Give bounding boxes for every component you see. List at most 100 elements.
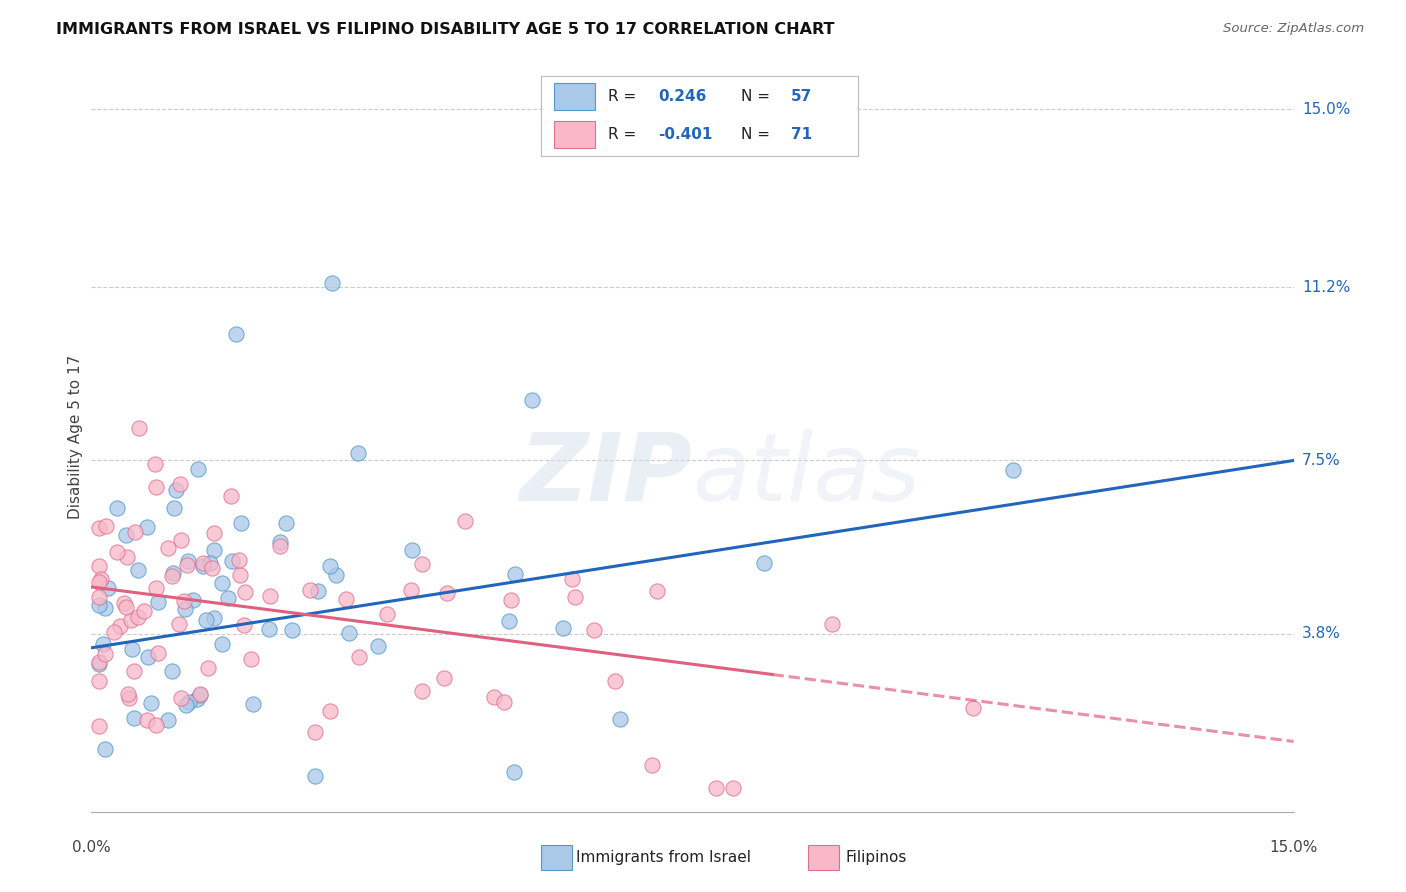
Point [93, 647, 115, 661]
Text: N =: N = [741, 127, 775, 142]
Point [96, 519, 118, 533]
Point [124, 525, 146, 540]
Point [754, 556, 776, 570]
Text: IMMIGRANTS FROM ISRAEL VS FILIPINO DISABILITY AGE 5 TO 17 CORRELATION CHART: IMMIGRANTS FROM ISRAEL VS FILIPINO DISAB… [56, 22, 835, 37]
Text: Immigrants from Israel: Immigrants from Israel [576, 850, 751, 864]
Point [89, 655, 111, 669]
Point [304, 725, 326, 739]
Point [399, 582, 422, 597]
Point [553, 621, 575, 635]
Point [603, 674, 626, 689]
Point [89, 674, 111, 689]
Point [335, 592, 357, 607]
Point [564, 591, 586, 605]
Point [145, 581, 167, 595]
Point [188, 687, 211, 701]
Point [319, 704, 342, 718]
Text: 57: 57 [792, 89, 813, 104]
Point [202, 542, 225, 557]
Point [276, 516, 298, 530]
Point [347, 650, 370, 665]
Point [304, 769, 326, 783]
Point [367, 639, 389, 653]
Point [721, 781, 744, 796]
Text: Filipinos: Filipinos [845, 850, 907, 864]
Point [325, 568, 347, 582]
Point [105, 545, 128, 559]
Point [259, 589, 281, 603]
Point [160, 664, 183, 678]
Point [134, 604, 156, 618]
Point [145, 480, 167, 494]
Text: 3.8%: 3.8% [1302, 626, 1341, 641]
Point [187, 461, 209, 475]
Point [170, 690, 193, 705]
Point [503, 566, 526, 581]
Bar [554, 120, 595, 148]
Point [143, 457, 166, 471]
Point [169, 476, 191, 491]
Point [561, 572, 583, 586]
Point [231, 516, 253, 530]
Point [89, 598, 111, 612]
Point [94, 601, 117, 615]
Point [162, 500, 184, 515]
Point [211, 575, 233, 590]
Point [202, 610, 225, 624]
Point [186, 692, 208, 706]
Point [401, 542, 423, 557]
Point [135, 713, 157, 727]
Text: 0.246: 0.246 [658, 89, 707, 104]
Point [165, 483, 187, 497]
Point [197, 661, 219, 675]
Point [181, 593, 204, 607]
Point [242, 697, 264, 711]
Text: Source: ZipAtlas.com: Source: ZipAtlas.com [1223, 22, 1364, 36]
Point [299, 583, 322, 598]
Point [122, 711, 145, 725]
Text: 11.2%: 11.2% [1302, 280, 1350, 294]
Point [90, 572, 112, 586]
Point [117, 687, 139, 701]
Point [110, 619, 132, 633]
Point [89, 591, 111, 605]
Point [494, 695, 516, 709]
Point [117, 690, 139, 705]
Text: 0.0%: 0.0% [72, 840, 111, 855]
Text: 71: 71 [792, 127, 813, 142]
Point [454, 514, 477, 528]
Point [93, 742, 115, 756]
Point [162, 566, 184, 581]
Point [411, 683, 433, 698]
Point [436, 586, 458, 600]
Point [503, 765, 526, 780]
Point [89, 657, 111, 671]
Text: R =: R = [607, 127, 641, 142]
Point [498, 615, 520, 629]
Text: ZIP: ZIP [520, 428, 692, 521]
Y-axis label: Disability Age 5 to 17: Disability Age 5 to 17 [67, 355, 83, 519]
Point [221, 554, 243, 568]
Point [160, 569, 183, 583]
Point [170, 533, 193, 548]
Point [167, 616, 190, 631]
Point [188, 688, 211, 702]
Point [200, 557, 222, 571]
Point [269, 539, 291, 553]
Point [112, 597, 135, 611]
Point [121, 642, 143, 657]
Point [232, 617, 254, 632]
Text: atlas: atlas [692, 429, 921, 520]
Point [229, 567, 252, 582]
Point [202, 526, 225, 541]
Point [962, 700, 984, 714]
Point [191, 559, 214, 574]
Text: 15.0%: 15.0% [1270, 840, 1317, 855]
Point [257, 622, 280, 636]
Text: 15.0%: 15.0% [1302, 102, 1350, 117]
Point [146, 646, 169, 660]
Point [115, 599, 138, 614]
Point [347, 446, 370, 460]
Point [339, 626, 361, 640]
Point [318, 559, 340, 574]
